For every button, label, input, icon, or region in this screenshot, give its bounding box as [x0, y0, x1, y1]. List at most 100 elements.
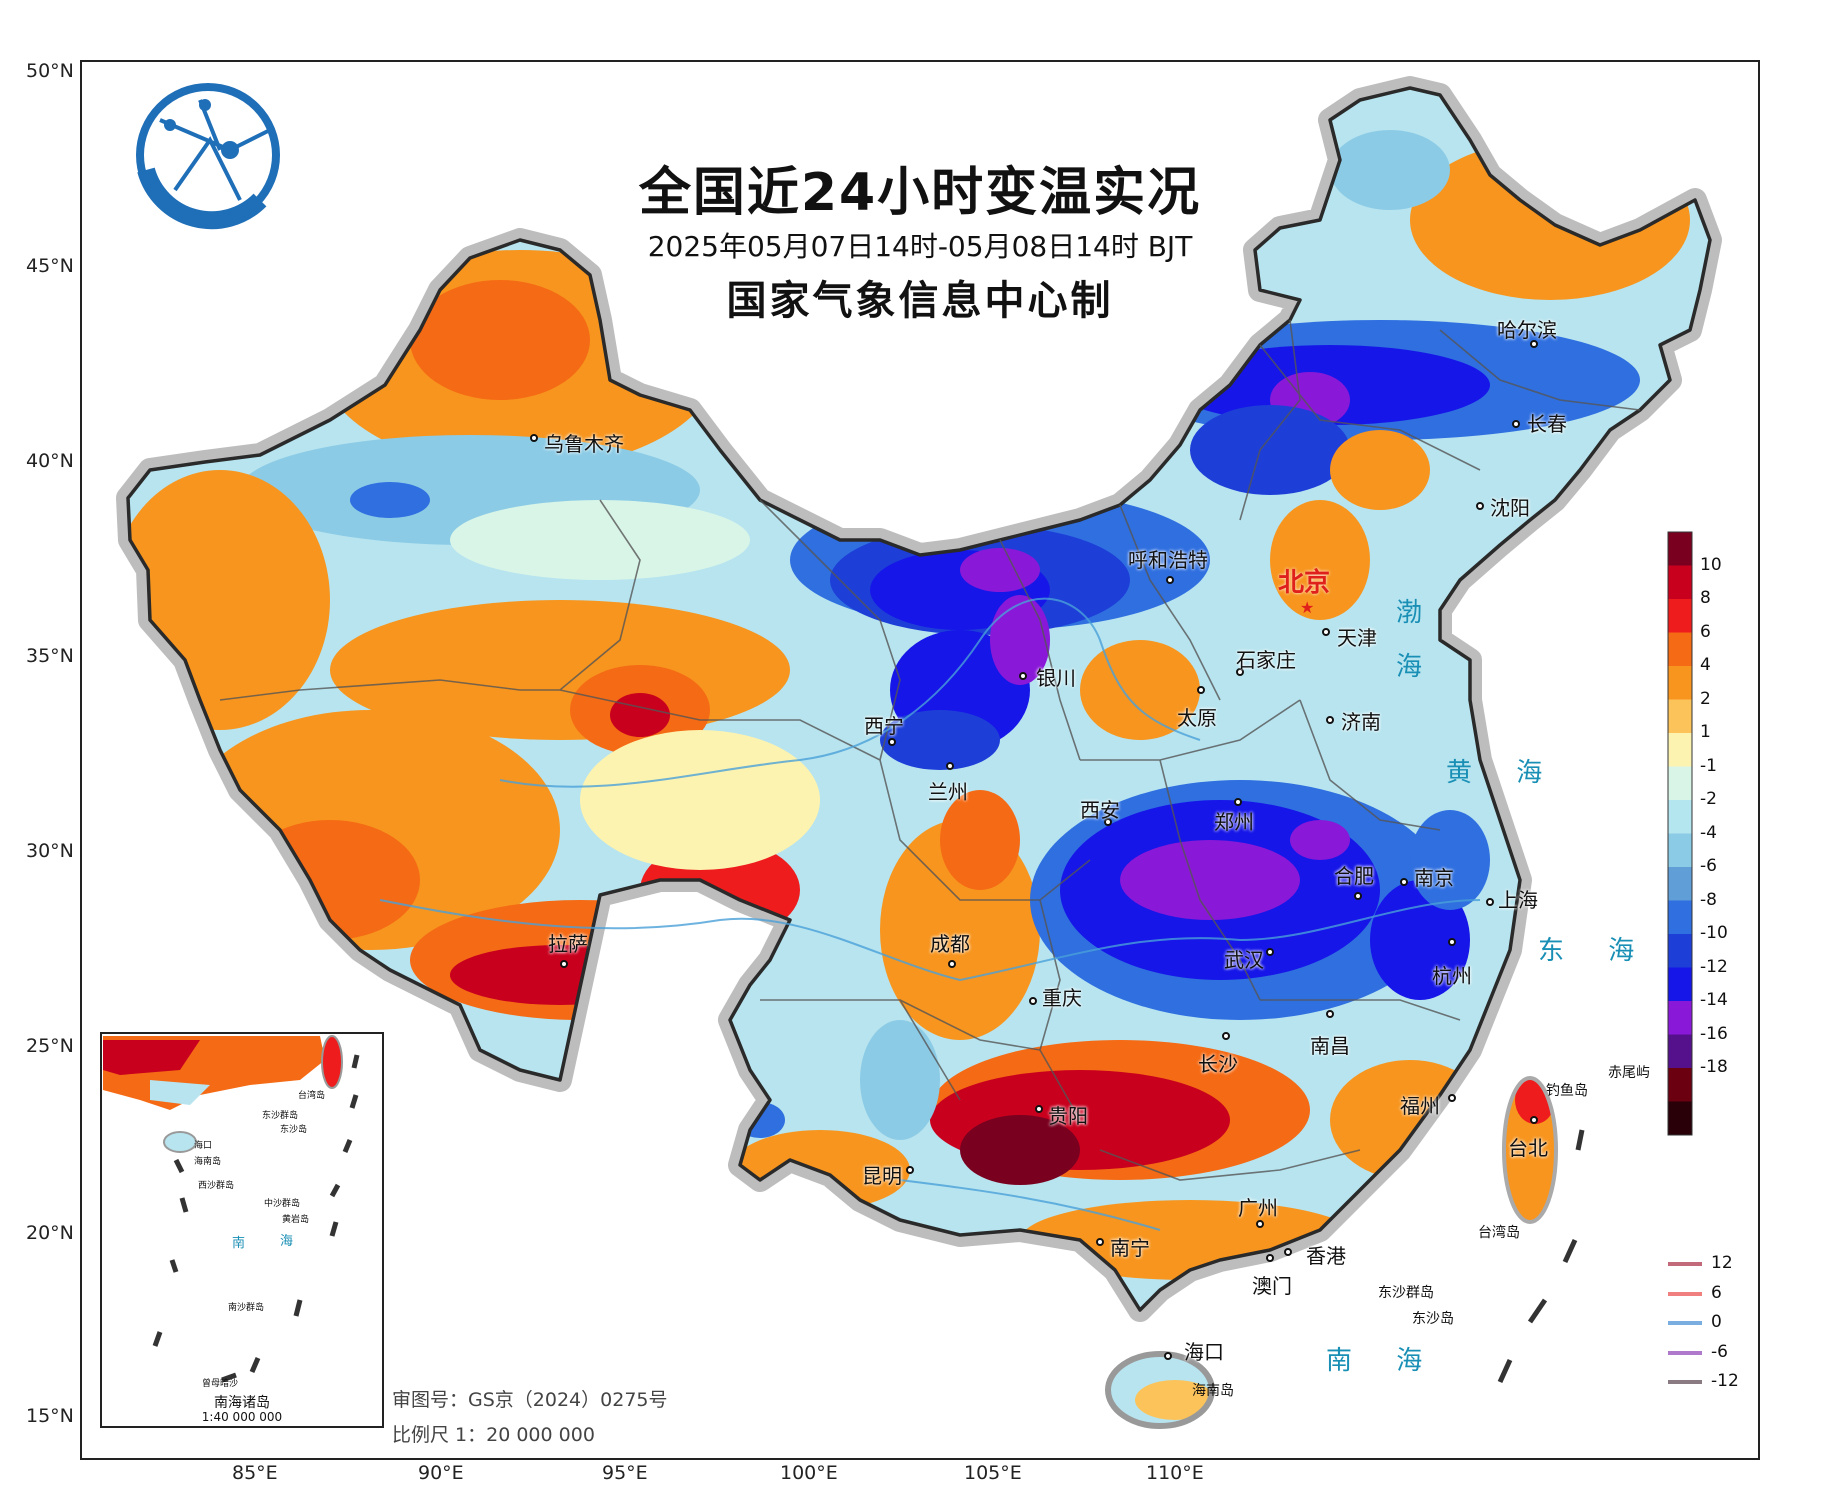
city-macau: 澳门 [1252, 1274, 1292, 1298]
city-dot [906, 1166, 914, 1174]
inset-taiwan: 台湾岛 [298, 1091, 326, 1101]
city-hefei: 合肥 [1334, 864, 1374, 888]
sea-yellow: 黄 海 [1446, 758, 1561, 788]
colorbar-label: -16 [1700, 1023, 1728, 1044]
city-hangzhou: 杭州 [1432, 964, 1472, 988]
city-lhasa: 拉萨 [548, 932, 588, 956]
colorbar-swatch [1668, 699, 1692, 733]
city-chengdu: 成都 [930, 932, 970, 956]
national-border [126, 86, 1712, 1312]
colorbar-label: 1 [1700, 722, 1711, 742]
city-dot [1164, 1352, 1172, 1360]
inset-dongsha-dao: 东沙岛 [280, 1125, 308, 1135]
colorbar-swatch [1668, 632, 1692, 666]
rivers [379, 597, 1481, 1231]
city-lanzhou: 兰州 [928, 780, 968, 804]
city-tianjin: 天津 [1337, 626, 1377, 650]
city-dot [1322, 628, 1330, 636]
colorbar [1667, 531, 1693, 1136]
city-dot [1104, 818, 1112, 826]
colorbar-label: -6 [1700, 856, 1717, 876]
inset-dongsha-qundao: 东沙群岛 [262, 1111, 299, 1121]
colorbar-swatch [1668, 1068, 1692, 1102]
lon-label-110: 110°E [1146, 1462, 1204, 1484]
contour-legend-label: 12 [1711, 1253, 1733, 1273]
city-urumqi: 乌鲁木齐 [544, 432, 624, 456]
city-dot [1512, 420, 1520, 428]
hainan-outline [1105, 1351, 1215, 1429]
colorbar-label: -2 [1700, 789, 1717, 809]
sea-bohai-2: 海 [1396, 652, 1441, 682]
sea-bohai-1: 渤 [1396, 598, 1441, 628]
city-haikou: 海口 [1184, 1340, 1224, 1364]
contour-legend-swatch [1668, 1321, 1702, 1325]
colorbar-swatch [1668, 967, 1692, 1001]
colorbar-label: -14 [1700, 990, 1728, 1010]
time-range: 2025年05月07日14时-05月08日14时 BJT [647, 230, 1193, 263]
cma-logo-icon [136, 83, 280, 230]
city-dot [888, 738, 896, 746]
city-shenyang: 沈阳 [1490, 496, 1530, 520]
city-dot [946, 762, 954, 770]
island-hainan: 海南岛 [1192, 1383, 1234, 1399]
colorbar-label: -1 [1700, 755, 1717, 776]
south-sea-inset-map [103, 1035, 360, 1383]
colorbar-swatch [1668, 532, 1692, 566]
lat-label-25: 25°N [26, 1035, 74, 1057]
issuer: 国家气象信息中心制 [726, 278, 1114, 324]
city-kunming: 昆明 [862, 1164, 902, 1188]
city-taiyuan: 太原 [1177, 706, 1217, 730]
city-dot [1035, 1105, 1043, 1113]
colorbar-label: 8 [1700, 588, 1711, 608]
colorbar-swatch [1668, 766, 1692, 800]
city-guiyang: 贵阳 [1048, 1104, 1088, 1128]
map-scale: 比例尺 1：20 000 000 [392, 1424, 595, 1446]
contour-legend-swatch [1668, 1291, 1702, 1296]
lon-label-90: 90°E [418, 1462, 464, 1484]
island-chiwei: 赤尾屿 [1608, 1065, 1650, 1081]
city-xining: 西宁 [864, 714, 904, 738]
city-dot [1530, 340, 1538, 348]
colorbar-swatch [1668, 934, 1692, 968]
lat-label-45: 45°N [26, 255, 74, 277]
contour-legend-swatch [1668, 1350, 1702, 1355]
city-shanghai: 上海 [1498, 888, 1538, 912]
city-dot [1266, 1254, 1274, 1262]
colorbar-label: -12 [1700, 956, 1728, 977]
city-dot [1096, 1238, 1104, 1246]
city-dot [1448, 1094, 1456, 1102]
capital-star-icon: ★ [1300, 598, 1315, 617]
colorbar-swatch [1668, 900, 1692, 934]
city-guangzhou: 广州 [1238, 1196, 1278, 1220]
colorbar-label: -18 [1700, 1057, 1728, 1077]
island-diaoyu: 钓鱼岛 [1546, 1083, 1588, 1099]
city-dot [530, 434, 538, 442]
island-dongsha-qundao: 东沙群岛 [1378, 1285, 1434, 1301]
colorbar-swatch [1668, 565, 1692, 599]
city-jinan: 济南 [1341, 710, 1381, 734]
maritime-boundary-dashes [1497, 1129, 1585, 1384]
city-dot [1234, 798, 1242, 806]
colorbar-outline [1667, 531, 1693, 1136]
city-dot [560, 960, 568, 968]
colorbar-swatch [1668, 867, 1692, 901]
colorbar-label: -4 [1700, 822, 1717, 843]
colorbar-label: 4 [1700, 655, 1711, 675]
sea-east: 东 海 [1538, 936, 1653, 966]
inset-title: 南海诸岛 [214, 1395, 270, 1411]
city-dot [1029, 997, 1037, 1005]
capital-label-beijing: 北京 [1278, 568, 1331, 598]
city-hongkong: 香港 [1306, 1244, 1346, 1268]
city-dot [1166, 576, 1174, 584]
city-dot [1222, 1032, 1230, 1040]
city-dot [1354, 892, 1362, 900]
city-hohhot: 呼和浩特 [1128, 548, 1208, 572]
inset-zhongsha: 中沙群岛 [264, 1199, 301, 1209]
city-dot [1326, 716, 1334, 724]
colorbar-label: 2 [1700, 688, 1711, 709]
contour-legend-label: 0 [1711, 1312, 1722, 1332]
city-taipei: 台北 [1508, 1136, 1548, 1160]
inset-scale: 1:40 000 000 [201, 1410, 283, 1424]
lat-label-15: 15°N [26, 1405, 74, 1427]
